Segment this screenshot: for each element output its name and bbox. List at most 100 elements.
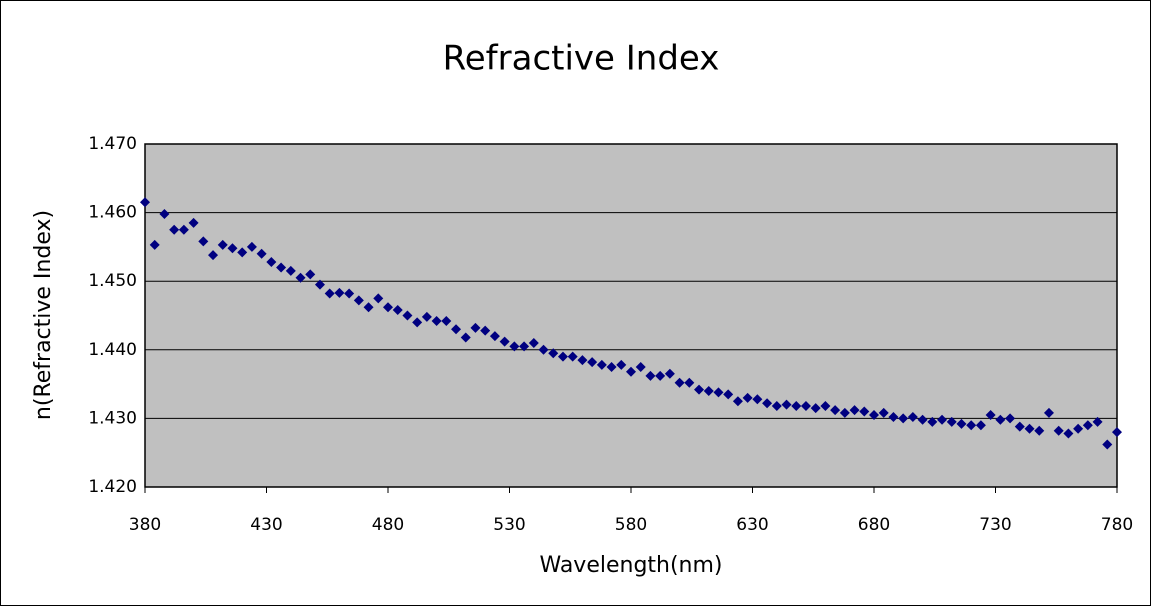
marker	[1043, 407, 1054, 418]
marker	[869, 409, 879, 420]
marker	[256, 248, 267, 259]
x-tick-label: 730	[979, 515, 1011, 535]
marker	[334, 287, 345, 298]
marker	[771, 401, 782, 412]
marker	[723, 389, 734, 400]
marker	[664, 368, 675, 379]
marker	[519, 341, 530, 352]
marker	[781, 399, 792, 410]
marker	[509, 341, 520, 352]
marker	[713, 387, 724, 398]
x-tick-label: 530	[493, 515, 525, 535]
marker	[791, 401, 802, 412]
marker	[985, 409, 996, 420]
marker	[616, 359, 627, 370]
marker	[383, 302, 393, 313]
y-tick-label: 1.470	[88, 134, 137, 154]
x-tick-label: 580	[615, 515, 647, 535]
marker	[937, 414, 948, 425]
marker	[635, 361, 646, 372]
y-tick-label: 1.460	[88, 203, 137, 223]
marker	[421, 311, 432, 322]
marker	[927, 416, 938, 427]
marker	[324, 288, 335, 299]
marker	[577, 355, 588, 366]
marker	[966, 420, 977, 431]
marker	[645, 370, 656, 381]
marker	[149, 239, 160, 250]
marker	[460, 332, 471, 343]
marker	[499, 336, 510, 347]
marker	[820, 401, 831, 412]
marker	[538, 344, 549, 355]
marker	[392, 305, 403, 316]
marker	[703, 385, 714, 396]
marker	[470, 322, 481, 333]
y-axis-label: n(Refractive Index)	[31, 210, 56, 420]
marker	[1082, 420, 1093, 431]
marker	[975, 420, 986, 431]
marker	[451, 324, 462, 335]
y-tick-label: 1.440	[88, 340, 137, 360]
marker	[1063, 428, 1074, 439]
marker	[548, 348, 559, 359]
marker	[1112, 427, 1122, 438]
marker	[694, 384, 705, 395]
marker	[810, 403, 821, 414]
marker	[587, 357, 598, 368]
marker	[208, 250, 219, 261]
marker	[596, 359, 607, 370]
marker	[314, 279, 325, 290]
marker	[898, 413, 909, 424]
marker	[907, 412, 918, 423]
marker	[674, 377, 685, 388]
marker	[266, 256, 277, 267]
marker	[684, 377, 695, 388]
marker	[237, 247, 248, 258]
x-tick-label: 680	[858, 515, 890, 535]
marker	[1053, 425, 1064, 436]
chart-title: Refractive Index	[443, 39, 720, 79]
marker	[528, 337, 539, 348]
marker	[742, 392, 753, 403]
x-tick-label: 380	[129, 515, 161, 535]
marker	[557, 351, 568, 362]
marker	[888, 412, 899, 423]
marker	[1014, 421, 1025, 432]
x-tick-label: 780	[1101, 515, 1133, 535]
marker	[1005, 413, 1016, 424]
marker	[431, 315, 442, 326]
marker	[140, 197, 150, 208]
marker	[285, 265, 296, 276]
marker	[878, 407, 889, 418]
marker	[178, 224, 189, 235]
y-tick-label: 1.420	[88, 477, 137, 497]
marker	[917, 414, 928, 425]
marker	[480, 325, 491, 336]
marker	[859, 406, 870, 417]
x-tick-label: 430	[250, 515, 282, 535]
marker	[800, 401, 811, 412]
marker	[849, 405, 860, 416]
plot-area	[145, 144, 1117, 487]
marker	[626, 366, 636, 377]
marker	[402, 310, 413, 321]
marker	[188, 217, 199, 228]
marker	[159, 208, 170, 219]
marker	[762, 398, 773, 409]
marker	[655, 370, 666, 381]
marker	[1102, 439, 1113, 450]
y-tick-label: 1.430	[88, 408, 137, 428]
marker	[363, 302, 374, 313]
marker	[1034, 425, 1045, 436]
marker	[567, 351, 578, 362]
marker	[353, 295, 364, 306]
marker	[732, 396, 743, 407]
marker	[1073, 423, 1084, 434]
marker	[752, 394, 763, 405]
marker	[1024, 423, 1035, 434]
marker	[489, 331, 500, 342]
marker	[295, 272, 306, 283]
marker	[246, 241, 257, 252]
